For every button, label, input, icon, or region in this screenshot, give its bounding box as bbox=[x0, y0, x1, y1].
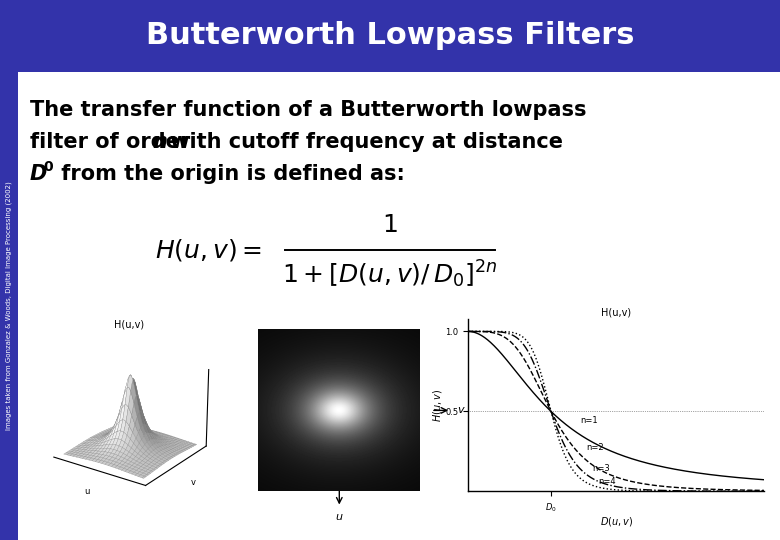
X-axis label: $D(u,v)$: $D(u,v)$ bbox=[600, 515, 633, 528]
Text: n: n bbox=[152, 132, 167, 152]
Text: n=1: n=1 bbox=[580, 416, 598, 425]
Text: with cutoff frequency at distance: with cutoff frequency at distance bbox=[163, 132, 563, 152]
Text: D: D bbox=[30, 164, 48, 184]
Text: u: u bbox=[336, 512, 342, 522]
Text: Images taken from Gonzalez & Woods, Digital Image Processing (2002): Images taken from Gonzalez & Woods, Digi… bbox=[5, 181, 12, 430]
Y-axis label: $H(u,v)$: $H(u,v)$ bbox=[431, 388, 444, 422]
Text: from the origin is defined as:: from the origin is defined as: bbox=[54, 164, 405, 184]
Text: $1$: $1$ bbox=[382, 214, 398, 238]
Title: H(u,v): H(u,v) bbox=[601, 308, 631, 318]
Text: n=4: n=4 bbox=[598, 477, 616, 486]
Y-axis label: v: v bbox=[191, 478, 196, 487]
Title: H(u,v): H(u,v) bbox=[114, 319, 144, 329]
Text: The transfer function of a Butterworth lowpass: The transfer function of a Butterworth l… bbox=[30, 100, 587, 120]
Text: v: v bbox=[457, 406, 463, 415]
Bar bbox=[0, 72, 18, 540]
Text: Butterworth Lowpass Filters: Butterworth Lowpass Filters bbox=[146, 22, 634, 51]
Bar bbox=[0, 0, 780, 72]
Text: n=3: n=3 bbox=[593, 464, 610, 474]
Text: $1+[D(u,v)/\,D_0]^{2n}$: $1+[D(u,v)/\,D_0]^{2n}$ bbox=[282, 258, 498, 289]
X-axis label: u: u bbox=[84, 487, 90, 496]
Text: $H(u,v)=$: $H(u,v)=$ bbox=[155, 237, 262, 263]
Text: n=2: n=2 bbox=[587, 443, 604, 452]
Text: 0: 0 bbox=[43, 160, 52, 174]
Text: filter of order: filter of order bbox=[30, 132, 197, 152]
